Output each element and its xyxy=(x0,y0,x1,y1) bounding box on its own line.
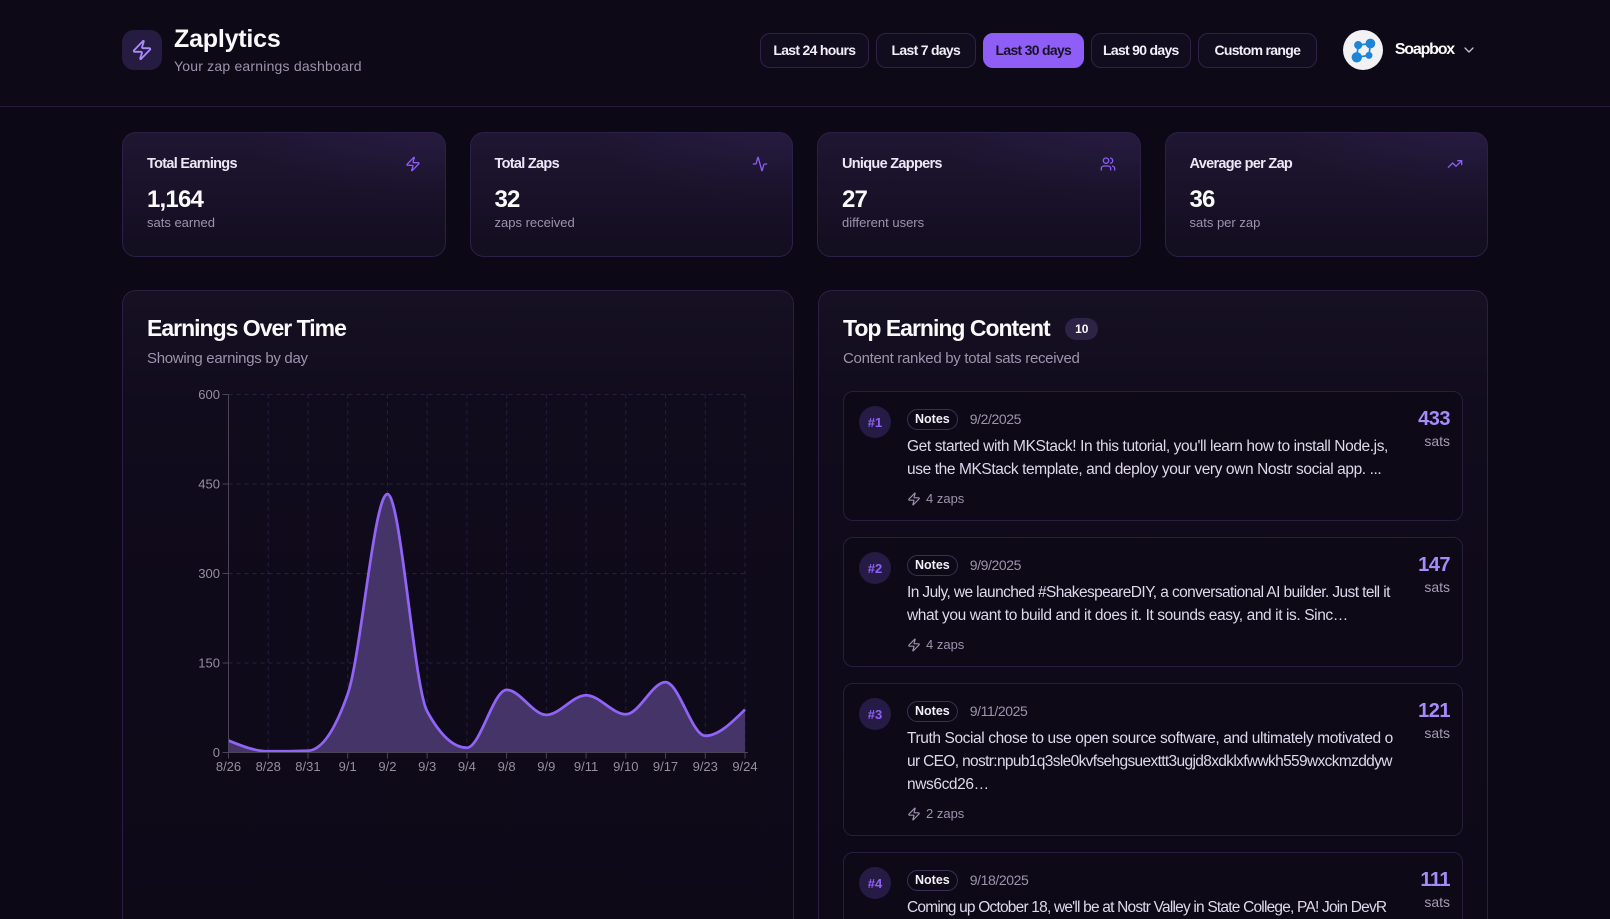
svg-text:9/23: 9/23 xyxy=(693,759,718,774)
svg-text:9/1: 9/1 xyxy=(339,759,357,774)
svg-text:9/3: 9/3 xyxy=(418,759,436,774)
svg-text:9/11: 9/11 xyxy=(574,759,598,774)
svg-text:8/28: 8/28 xyxy=(256,759,281,774)
svg-text:150: 150 xyxy=(198,656,220,671)
svg-text:9/10: 9/10 xyxy=(613,759,638,774)
svg-text:9/4: 9/4 xyxy=(458,759,476,774)
svg-text:300: 300 xyxy=(198,566,220,581)
svg-text:600: 600 xyxy=(198,387,220,402)
svg-text:0: 0 xyxy=(213,745,220,760)
svg-text:450: 450 xyxy=(198,477,220,492)
svg-text:9/17: 9/17 xyxy=(653,759,678,774)
svg-text:9/9: 9/9 xyxy=(537,759,555,774)
svg-text:9/2: 9/2 xyxy=(378,759,396,774)
svg-text:8/31: 8/31 xyxy=(295,759,320,774)
svg-text:9/8: 9/8 xyxy=(498,759,516,774)
svg-text:9/24: 9/24 xyxy=(732,759,757,774)
svg-text:8/26: 8/26 xyxy=(216,759,241,774)
